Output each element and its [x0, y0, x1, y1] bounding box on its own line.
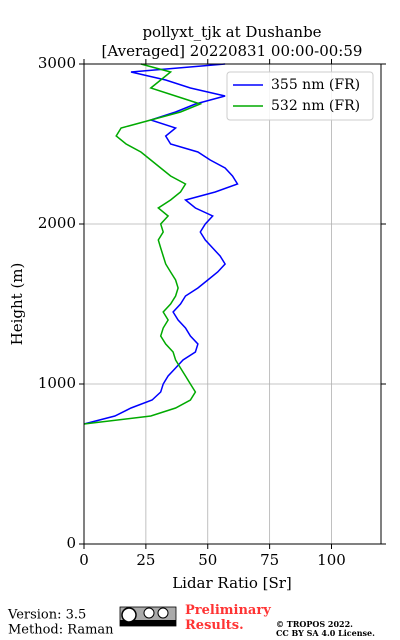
- y-tick-label: 3000: [38, 54, 76, 72]
- x-tick-label: 25: [136, 551, 155, 569]
- chart-title: pollyxt_tjk at Dushanbe: [142, 23, 321, 41]
- data-line: [83, 63, 239, 425]
- preliminary-note: Preliminary Results.: [185, 603, 271, 633]
- license: CC BY SA 4.0 License.: [276, 628, 375, 638]
- x-tick-label: 0: [79, 551, 89, 569]
- x-tick-label: 50: [198, 551, 217, 569]
- method: Method: Raman: [8, 623, 114, 638]
- plot-frame: [83, 63, 382, 545]
- y-tick-label: 0: [66, 534, 76, 552]
- x-tick-label: 100: [317, 551, 346, 569]
- y-tick-label: 2000: [38, 214, 76, 232]
- y-tick-label: 1000: [38, 374, 76, 392]
- copyright: © TROPOS 2022.: [276, 619, 353, 629]
- legend-label: 355 nm (FR): [271, 77, 360, 93]
- version: Version: 3.5: [7, 608, 86, 623]
- legend: 355 nm (FR) 532 nm (FR): [226, 71, 374, 121]
- x-axis-label: Lidar Ratio [Sr]: [172, 574, 292, 592]
- y-axis-label: Height (m): [8, 263, 26, 346]
- legend-box: [226, 71, 374, 121]
- cc-badge: [119, 606, 177, 627]
- legend-label: 532 nm (FR): [271, 98, 360, 114]
- chart-subtitle: [Averaged] 20220831 00:00-00:59: [102, 42, 363, 60]
- data-line: [83, 63, 203, 425]
- x-tick-label: 75: [260, 551, 279, 569]
